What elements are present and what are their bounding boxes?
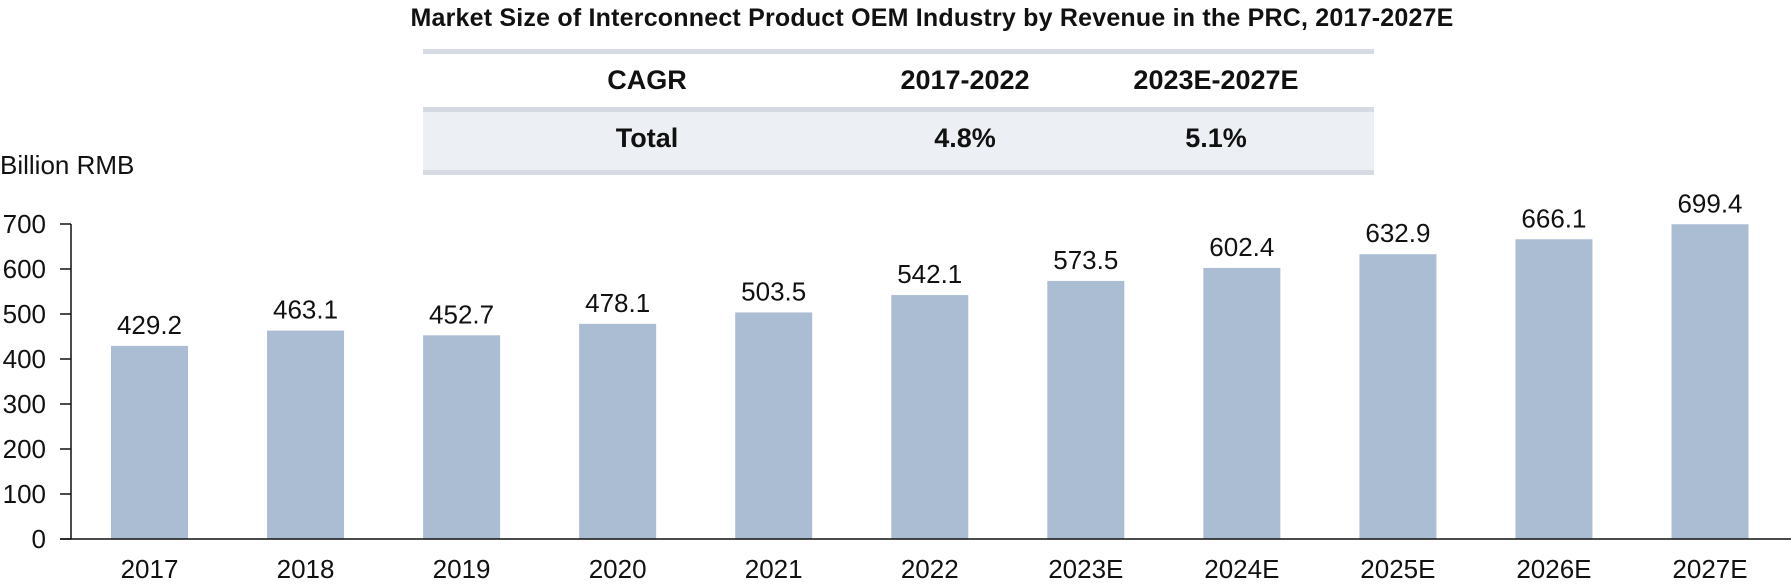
data-label-2025E: 632.9	[1365, 218, 1430, 248]
data-label-2023E: 573.5	[1053, 245, 1118, 275]
table-header-period-1: 2017-2022	[900, 65, 1030, 95]
data-label-2026E: 666.1	[1521, 203, 1586, 233]
table-header-period-2: 2023E-2027E	[1133, 65, 1299, 95]
y-tick-label-0: 0	[32, 524, 46, 554]
chart-title: Market Size of Interconnect Product OEM …	[410, 4, 1454, 32]
bar-2020	[579, 323, 657, 539]
data-label-2019: 452.7	[429, 299, 494, 329]
x-tick-label-2026E: 2026E	[1516, 554, 1591, 584]
y-tick-label-100: 100	[3, 479, 46, 509]
bar-2022	[891, 295, 969, 539]
y-tick-label-300: 300	[3, 389, 46, 419]
x-tick-label-2017: 2017	[121, 554, 179, 584]
bar-2017	[111, 345, 188, 539]
bar-2024E	[1203, 267, 1281, 539]
data-label-2022: 542.1	[897, 259, 962, 289]
y-tick-label-400: 400	[3, 344, 46, 374]
table-row-label: Total	[615, 123, 679, 153]
data-label-2024E: 602.4	[1209, 232, 1274, 262]
table-cagr-period-1: 4.8%	[934, 123, 996, 153]
bar-2018	[267, 330, 345, 539]
x-tick-label-2020: 2020	[589, 554, 647, 584]
bar-2027E	[1671, 224, 1749, 539]
bar-2023E	[1047, 280, 1125, 539]
data-label-2017: 429.2	[117, 310, 182, 340]
table-header-cagr: CAGR	[607, 65, 687, 95]
data-label-2018: 463.1	[273, 295, 338, 325]
x-tick-label-2018: 2018	[277, 554, 335, 584]
x-tick-label-2023E: 2023E	[1048, 554, 1123, 584]
y-tick-label-700: 700	[3, 209, 46, 239]
table-cagr-period-2: 5.1%	[1185, 123, 1247, 153]
table-bottom-rule	[423, 170, 1374, 175]
x-tick-label-2024E: 2024E	[1204, 554, 1279, 584]
x-tick-label-2022: 2022	[901, 554, 959, 584]
data-label-2020: 478.1	[585, 288, 650, 318]
bar-2019	[423, 335, 501, 539]
y-tick-label-500: 500	[3, 299, 46, 329]
data-label-2021: 503.5	[741, 276, 806, 306]
x-tick-label-2019: 2019	[433, 554, 491, 584]
x-tick-label-2027E: 2027E	[1672, 554, 1747, 584]
y-axis-unit-label: Billion RMB	[0, 150, 135, 180]
bar-2021	[735, 312, 813, 539]
bar-2025E	[1359, 254, 1437, 539]
y-tick-label-200: 200	[3, 434, 46, 464]
bar-2026E	[1515, 239, 1593, 539]
table-mid-rule	[423, 107, 1374, 112]
x-tick-label-2025E: 2025E	[1360, 554, 1435, 584]
x-tick-label-2021: 2021	[745, 554, 803, 584]
data-label-2027E: 699.4	[1677, 188, 1742, 218]
y-tick-label-600: 600	[3, 254, 46, 284]
cagr-table: CAGR 2017-2022 2023E-2027E Total 4.8% 5.…	[423, 49, 1374, 175]
table-row-fill	[423, 109, 1374, 171]
table-top-rule	[423, 49, 1374, 54]
